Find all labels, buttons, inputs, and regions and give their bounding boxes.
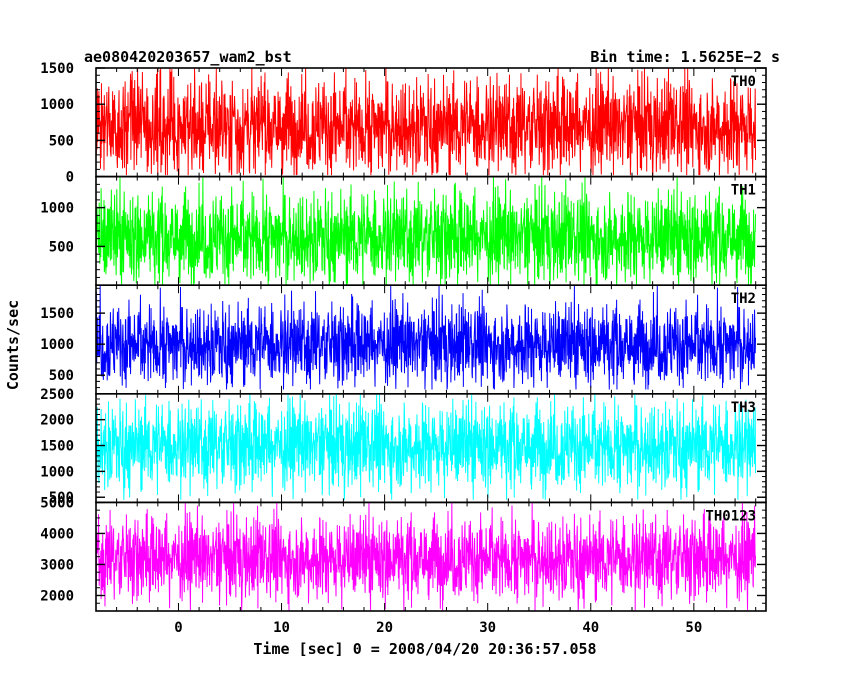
y-tick-label: 500 bbox=[49, 133, 74, 149]
y-tick-label: 500 bbox=[49, 490, 74, 506]
y-tick-label: 1500 bbox=[40, 61, 74, 77]
panel-th2: 500 1000 1500 TH2 bbox=[40, 284, 767, 395]
panel-th3: 500 1000 1500 2000 2500 TH3 bbox=[40, 387, 767, 506]
series-th2-line bbox=[96, 285, 757, 390]
series-th0123-line bbox=[96, 502, 757, 611]
y-tick-label: 0 bbox=[66, 170, 74, 186]
y-tick-label: 4000 bbox=[40, 526, 74, 542]
panel-label-th2: TH2 bbox=[731, 291, 756, 307]
chart-subtitle: Bin time: 1.5625E−2 s bbox=[590, 48, 780, 66]
x-tick-label: 50 bbox=[685, 620, 702, 636]
panel-label-th0123: TH0123 bbox=[705, 508, 756, 524]
panel-label-th1: TH1 bbox=[731, 183, 756, 199]
x-tick-label: 30 bbox=[479, 620, 496, 636]
x-tick-label: 0 bbox=[174, 620, 182, 636]
series-th0-line bbox=[96, 68, 757, 176]
y-tick-label: 500 bbox=[49, 239, 74, 255]
y-tick-label: 2500 bbox=[40, 387, 74, 403]
x-tick-label: 10 bbox=[273, 620, 290, 636]
y-tick-label: 1000 bbox=[40, 97, 74, 113]
x-tick-label: 40 bbox=[582, 620, 599, 636]
series-th1-line bbox=[96, 176, 757, 286]
x-tick-label: 20 bbox=[376, 620, 393, 636]
y-tick-label: 3000 bbox=[40, 557, 74, 573]
y-tick-label: 1500 bbox=[40, 306, 74, 322]
y-axis-label: Counts/sec bbox=[4, 300, 22, 390]
y-tick-label: 2000 bbox=[40, 413, 74, 429]
y-tick-label: 1000 bbox=[40, 337, 74, 353]
panel-label-th0: TH0 bbox=[731, 74, 756, 90]
y-tick-label: 1500 bbox=[40, 439, 74, 455]
y-tick-label: 500 bbox=[49, 368, 74, 384]
panels-group: 050010001500TH05001000TH150010001500TH25… bbox=[40, 61, 767, 612]
y-tick-label: 1000 bbox=[40, 464, 74, 480]
y-tick-label: 1000 bbox=[40, 201, 74, 217]
y-tick-label: 2000 bbox=[40, 588, 74, 604]
series-th3-line bbox=[96, 393, 757, 500]
panel-th0123: 2000 3000 4000 5000 TH0123 bbox=[40, 495, 767, 612]
panel-label-th3: TH3 bbox=[731, 400, 756, 416]
panel-th0: 0 500 1000 1500 TH0 bbox=[40, 61, 767, 186]
panel-th1: 500 1000 TH1 bbox=[40, 175, 767, 287]
y-tick-label: 5000 bbox=[40, 495, 74, 511]
x-axis: 0 10 20 30 40 50 bbox=[174, 620, 702, 636]
x-axis-label: Time [sec] 0 = 2008/04/20 20:36:57.058 bbox=[253, 640, 596, 658]
chart-title: ae080420203657_wam2_bst bbox=[84, 48, 292, 66]
